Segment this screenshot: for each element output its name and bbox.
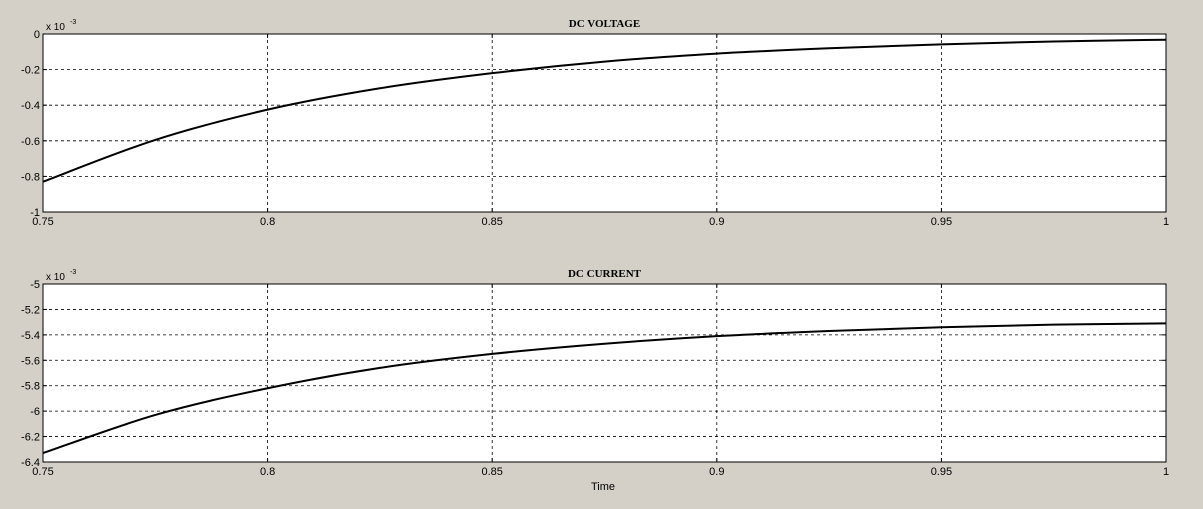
dc-current-xtick-label: 1	[1163, 466, 1169, 478]
dc-voltage-ytick-label: -1	[30, 207, 40, 219]
dc-voltage-xtick-label: 0.9	[709, 216, 724, 228]
dc-current-axes: 0.75 0.8 0.85 0.9 0.95 1 -5 -5.2 -5.4 -5.6 -5.8 -6 -…	[21, 268, 1169, 478]
dc-voltage-xtick-label: 0.8	[260, 216, 275, 228]
dc-current-series-line	[42, 322, 1167, 455]
dc-current-xtick-label: 0.85	[481, 466, 502, 478]
dc-voltage-title: DC VOLTAGE	[569, 18, 640, 30]
dc-current-ytick-label: -5.2	[21, 304, 40, 316]
dc-current-xtick-label: 0.95	[931, 466, 952, 478]
dc-voltage-exponent-label: x 10	[46, 22, 65, 33]
dc-voltage-xtick-label: 0.85	[481, 216, 502, 228]
dc-current-ytick-label: -6.4	[21, 457, 40, 469]
dc-current-xtick-label: 0.8	[260, 466, 275, 478]
dc-current-plot-area	[42, 283, 1167, 463]
dc-current-exponent-label: x 10	[46, 272, 65, 283]
dc-current-exponent-power: -3	[70, 269, 76, 276]
dc-current-ytick-label: -5.8	[21, 381, 40, 393]
dc-voltage-xtick-label: 1	[1163, 216, 1169, 228]
dc-voltage-ytick-label: -0.6	[21, 136, 40, 148]
dc-voltage-axes: 0.75 0.8 0.85 0.9 0.95 1 0 -0.2 -0.4 -0.6 -0.8 -1 x …	[21, 18, 1169, 228]
dc-voltage-xtick-label: 0.75	[32, 216, 53, 228]
x-axis-label: Time	[591, 481, 615, 493]
dc-voltage-xtick-label: 0.95	[931, 216, 952, 228]
dc-current-xtick-label: 0.75	[32, 466, 53, 478]
dc-current-ytick-label: -5.6	[21, 355, 40, 367]
dc-voltage-plot-area	[42, 33, 1167, 213]
dc-current-ytick-label: -5	[30, 279, 40, 291]
dc-voltage-series-line	[42, 38, 1167, 183]
dc-voltage-ytick-label: -0.8	[21, 171, 40, 183]
dc-current-ytick-label: -5.4	[21, 330, 40, 342]
dc-current-title: DC CURRENT	[568, 268, 642, 280]
dc-current-xtick-label: 0.9	[709, 466, 724, 478]
dc-voltage-ytick-label: -0.2	[21, 65, 40, 77]
dc-voltage-ytick-label: -0.4	[21, 100, 40, 112]
dc-current-ytick-label: -6	[30, 406, 40, 418]
dc-voltage-ytick-label: 0	[34, 29, 40, 41]
dc-voltage-exponent-power: -3	[70, 19, 76, 26]
dc-current-ytick-label: -6.2	[21, 432, 40, 444]
